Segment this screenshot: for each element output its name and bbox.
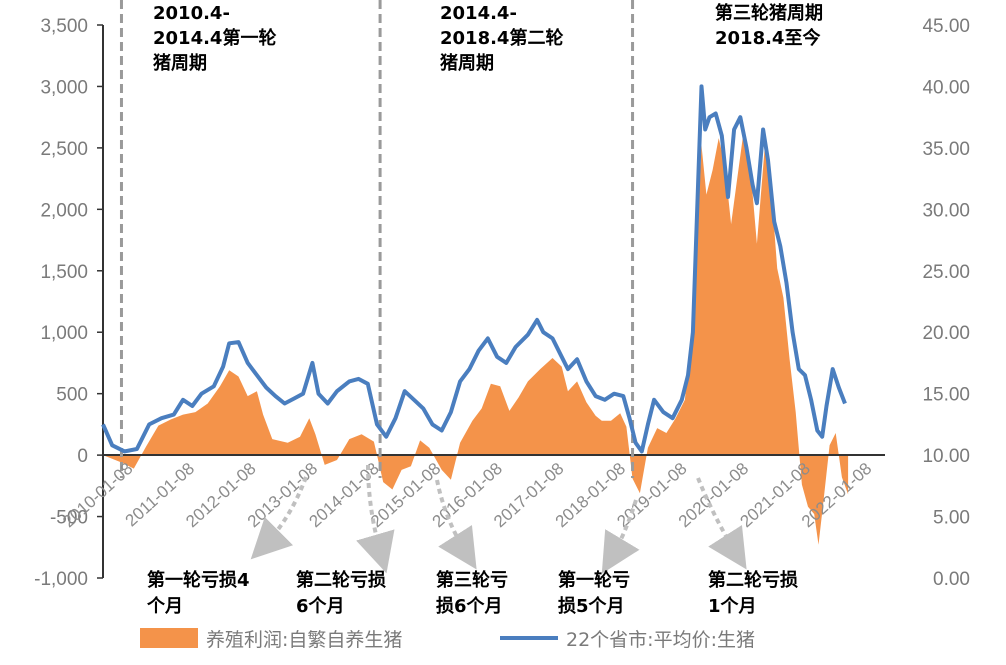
right-tick-label: 30.00 [922,200,970,221]
left-tick-label: 2,000 [40,200,88,221]
svg-text:第一轮亏损4: 第一轮亏损4 [147,569,250,591]
legend-label-price: 22个省市:平均价:生猪 [566,629,755,651]
left-tick-label: 500 [56,385,88,406]
left-tick-label: -1,000 [34,569,88,590]
y-ticks: 3,500 3,000 2,500 2,000 1,500 1,000 500 0 -500 -1… [34,16,970,590]
left-tick-label: 1,500 [40,262,88,283]
loss-annotation-5: 第二轮亏损 1个月 [696,477,798,617]
right-tick-label: 45.00 [922,16,970,37]
right-tick-label: 20.00 [922,323,970,344]
svg-text:第一轮亏: 第一轮亏 [558,569,630,591]
loss-annotation-2: 第二轮亏损 6个月 [296,464,395,617]
svg-text:第三轮亏: 第三轮亏 [436,569,508,591]
legend-label-profit: 养殖利润:自繁自养生猪 [206,629,402,651]
left-tick-label: 2,500 [40,139,88,160]
svg-text:2018.4第二轮: 2018.4第二轮 [440,27,563,49]
svg-text:2018.4至今: 2018.4至今 [715,27,821,49]
right-tick-label: 40.00 [922,77,970,98]
svg-text:第二轮亏损: 第二轮亏损 [708,569,798,591]
svg-text:损6个月: 损6个月 [436,595,503,617]
right-tick-label: 25.00 [922,262,970,283]
svg-text:第二轮亏损: 第二轮亏损 [296,569,386,591]
cycle-label-1: 2010.4- 2014.4第一轮 猪周期 [152,3,276,74]
left-tick-label: 3,500 [40,16,88,37]
svg-text:2014.4第一轮: 2014.4第一轮 [153,27,276,49]
loss-annotation-3: 第三轮亏 损6个月 [435,479,508,617]
axes [102,25,885,578]
svg-text:1个月: 1个月 [708,595,757,617]
svg-text:猪周期: 猪周期 [152,52,207,74]
svg-text:猪周期: 猪周期 [439,52,494,74]
left-tick-label: -500 [50,508,88,529]
right-tick-label: 10.00 [922,446,970,467]
loss-annotation-4: 第一轮亏 损5个月 [558,499,640,617]
loss-annotation-1: 第一轮亏损4 个月 [146,476,308,617]
svg-text:2014.4-: 2014.4- [440,3,517,24]
right-tick-label: 15.00 [922,385,970,406]
cycle-label-2: 2014.4- 2018.4第二轮 猪周期 [439,3,563,74]
svg-text:损5个月: 损5个月 [558,595,625,617]
svg-text:6个月: 6个月 [296,595,345,617]
svg-text:第三轮猪周期: 第三轮猪周期 [715,2,823,24]
svg-text:2010.4-: 2010.4- [153,3,230,24]
price-line [101,84,847,454]
svg-text:个月: 个月 [146,595,183,617]
left-tick-label: 1,000 [40,323,88,344]
right-tick-label: 0.00 [933,569,970,590]
left-tick-label: 0 [77,446,88,467]
right-tick-label: 5.00 [933,508,970,529]
cycle-label-3: 第三轮猪周期 2018.4至今 [715,2,823,49]
left-tick-label: 3,000 [40,77,88,98]
price-series-line [101,84,847,454]
profit-area [103,133,849,545]
cycle-dividers [119,0,635,478]
legend: 养殖利润:自繁自养生猪 22个省市:平均价:生猪 [140,628,755,651]
profit-bars [103,133,849,545]
x-ticks: 2010-01-082011-01-082012-01-082013-01-08… [59,459,875,531]
right-tick-label: 35.00 [922,139,970,160]
legend-swatch-profit [140,628,198,648]
